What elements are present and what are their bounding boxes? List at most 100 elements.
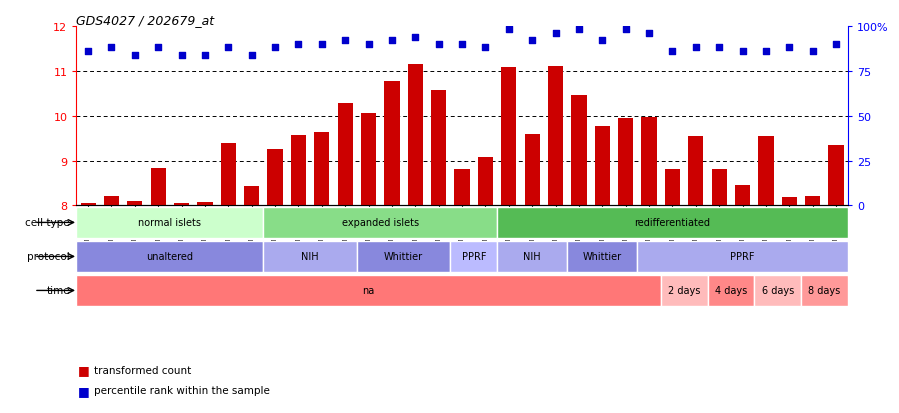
Bar bbox=[315, 133, 329, 206]
Bar bbox=[263, 242, 357, 272]
Bar bbox=[338, 104, 352, 206]
Bar bbox=[76, 208, 263, 238]
Text: percentile rank within the sample: percentile rank within the sample bbox=[94, 385, 271, 395]
Bar bbox=[497, 208, 848, 238]
Point bbox=[782, 45, 797, 52]
Text: protocol: protocol bbox=[27, 252, 70, 262]
Bar bbox=[478, 157, 493, 206]
Point bbox=[361, 41, 376, 48]
Bar bbox=[385, 81, 399, 206]
Bar bbox=[595, 127, 610, 206]
Bar bbox=[642, 117, 656, 206]
Bar bbox=[432, 91, 446, 206]
Point bbox=[291, 41, 306, 48]
Text: NIH: NIH bbox=[301, 252, 319, 262]
Point bbox=[315, 41, 329, 48]
Bar bbox=[263, 208, 497, 238]
Point bbox=[81, 49, 95, 55]
Text: PPRF: PPRF bbox=[461, 252, 486, 262]
Text: NIH: NIH bbox=[523, 252, 541, 262]
Text: cell type: cell type bbox=[25, 218, 70, 228]
Text: PPRF: PPRF bbox=[730, 252, 755, 262]
Bar bbox=[455, 170, 469, 206]
Bar bbox=[76, 242, 263, 272]
Point bbox=[735, 49, 750, 55]
Point bbox=[385, 38, 399, 45]
Bar bbox=[806, 197, 820, 206]
Text: GDS4027 / 202679_at: GDS4027 / 202679_at bbox=[76, 14, 215, 27]
Bar bbox=[357, 242, 450, 272]
Point bbox=[174, 52, 189, 59]
Bar bbox=[548, 67, 563, 206]
Point bbox=[548, 31, 563, 37]
Point bbox=[245, 52, 259, 59]
Bar bbox=[450, 242, 497, 272]
Point bbox=[478, 45, 493, 52]
Bar bbox=[268, 150, 282, 206]
Point bbox=[829, 41, 843, 48]
Bar bbox=[221, 144, 236, 206]
Point bbox=[408, 34, 423, 41]
Bar bbox=[572, 96, 586, 206]
Bar bbox=[759, 137, 773, 206]
Point bbox=[128, 52, 142, 59]
Bar bbox=[502, 68, 516, 206]
Point bbox=[502, 27, 516, 34]
Text: ■: ■ bbox=[78, 384, 90, 397]
Point bbox=[642, 31, 656, 37]
Point bbox=[619, 27, 633, 34]
Bar bbox=[567, 242, 637, 272]
Point bbox=[525, 38, 539, 45]
Bar bbox=[782, 198, 797, 206]
Point bbox=[268, 45, 282, 52]
Point bbox=[104, 45, 119, 52]
Bar bbox=[637, 242, 848, 272]
Point bbox=[712, 45, 726, 52]
Text: 8 days: 8 days bbox=[808, 286, 841, 296]
Text: Whittier: Whittier bbox=[384, 252, 423, 262]
Bar bbox=[151, 169, 165, 206]
Bar bbox=[128, 202, 142, 206]
Bar bbox=[198, 202, 212, 206]
Bar bbox=[76, 275, 661, 306]
Point bbox=[572, 27, 586, 34]
Text: 2 days: 2 days bbox=[668, 286, 700, 296]
Point bbox=[198, 52, 212, 59]
Bar bbox=[408, 65, 423, 206]
Text: na: na bbox=[362, 286, 375, 296]
Point bbox=[221, 45, 236, 52]
Text: 6 days: 6 days bbox=[761, 286, 794, 296]
Text: normal islets: normal islets bbox=[138, 218, 201, 228]
Bar bbox=[754, 275, 801, 306]
Bar bbox=[801, 275, 848, 306]
Bar bbox=[104, 196, 119, 206]
Bar bbox=[735, 186, 750, 206]
Bar bbox=[174, 204, 189, 206]
Bar bbox=[291, 135, 306, 206]
Point bbox=[665, 49, 680, 55]
Text: redifferentiated: redifferentiated bbox=[635, 218, 710, 228]
Text: transformed count: transformed count bbox=[94, 365, 191, 375]
Bar bbox=[619, 119, 633, 206]
Bar bbox=[661, 275, 708, 306]
Point bbox=[151, 45, 165, 52]
Point bbox=[595, 38, 610, 45]
Point bbox=[338, 38, 352, 45]
Point bbox=[432, 41, 446, 48]
Text: unaltered: unaltered bbox=[147, 252, 193, 262]
Bar bbox=[497, 242, 567, 272]
Bar bbox=[245, 186, 259, 206]
Bar bbox=[829, 145, 843, 206]
Point bbox=[455, 41, 469, 48]
Bar bbox=[361, 114, 376, 206]
Bar bbox=[708, 275, 754, 306]
Text: expanded islets: expanded islets bbox=[342, 218, 419, 228]
Point bbox=[806, 49, 820, 55]
Bar bbox=[525, 134, 539, 206]
Bar bbox=[689, 137, 703, 206]
Text: ■: ■ bbox=[78, 363, 90, 376]
Bar bbox=[665, 169, 680, 206]
Point bbox=[689, 45, 703, 52]
Text: time: time bbox=[47, 286, 70, 296]
Bar bbox=[81, 204, 95, 206]
